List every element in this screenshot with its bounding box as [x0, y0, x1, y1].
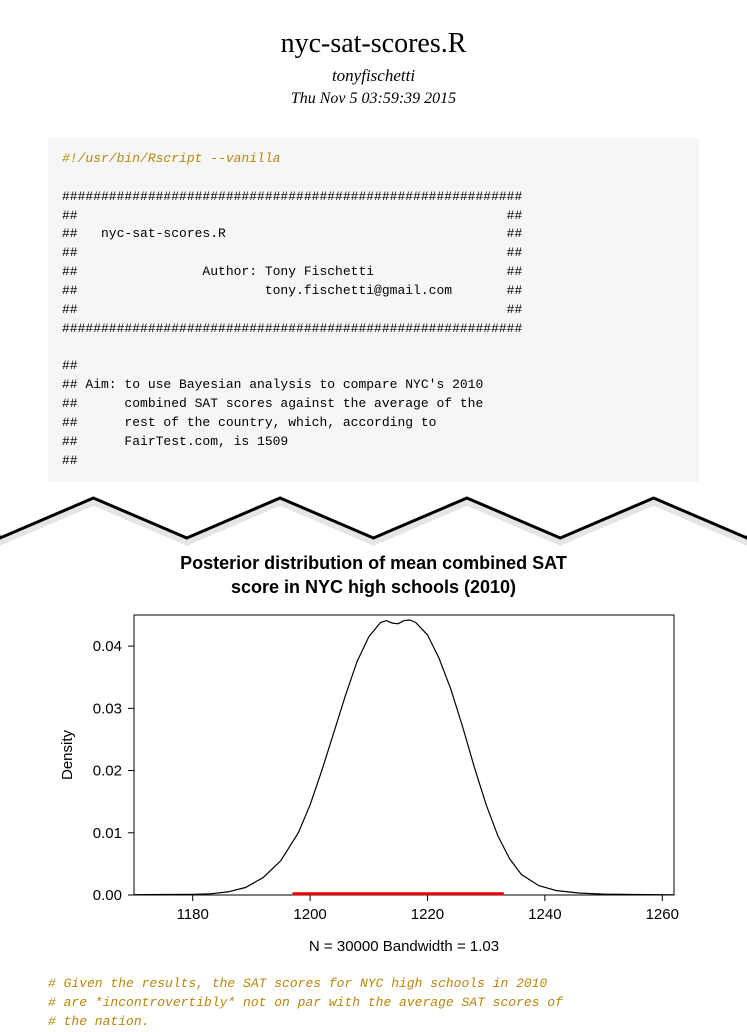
chart-title: Posterior distribution of mean combined … — [88, 552, 659, 599]
code-body: ########################################… — [62, 189, 522, 468]
chart-title-line1: Posterior distribution of mean combined … — [180, 553, 567, 573]
svg-text:0.03: 0.03 — [92, 700, 121, 717]
zigzag-icon — [0, 488, 747, 548]
svg-text:1220: 1220 — [410, 906, 443, 923]
svg-text:1180: 1180 — [176, 906, 208, 923]
code-block-top: #!/usr/bin/Rscript --vanilla ###########… — [48, 138, 699, 482]
density-chart: 1180 1200 1220 1240 1260 0.00 0.01 0.02 0.03 0.04… — [54, 605, 694, 965]
shebang-line: #!/usr/bin/Rscript --vanilla — [62, 151, 280, 166]
footer-comment: # Given the results, the SAT scores for … — [48, 975, 699, 1032]
svg-text:0.01: 0.01 — [92, 825, 121, 842]
document-title: nyc-sat-scores.R — [0, 28, 747, 60]
document-header: nyc-sat-scores.R tonyfischetti Thu Nov 5… — [0, 0, 747, 118]
chart-region: Posterior distribution of mean combined … — [48, 552, 699, 965]
svg-text:1200: 1200 — [293, 906, 326, 923]
svg-text:1260: 1260 — [645, 906, 678, 923]
svg-text:Density: Density — [59, 730, 76, 781]
chart-title-line2: score in NYC high schools (2010) — [231, 577, 516, 597]
section-break-zigzag — [0, 488, 747, 548]
svg-text:0.04: 0.04 — [92, 638, 121, 655]
document-date: Thu Nov 5 03:59:39 2015 — [0, 90, 747, 108]
svg-text:1240: 1240 — [528, 906, 561, 923]
svg-text:0.00: 0.00 — [92, 887, 121, 904]
svg-text:0.02: 0.02 — [92, 763, 121, 780]
svg-text:N = 30000 Bandwidth = 1.03: N = 30000 Bandwidth = 1.03 — [308, 938, 498, 955]
document-author: tonyfischetti — [0, 66, 747, 86]
